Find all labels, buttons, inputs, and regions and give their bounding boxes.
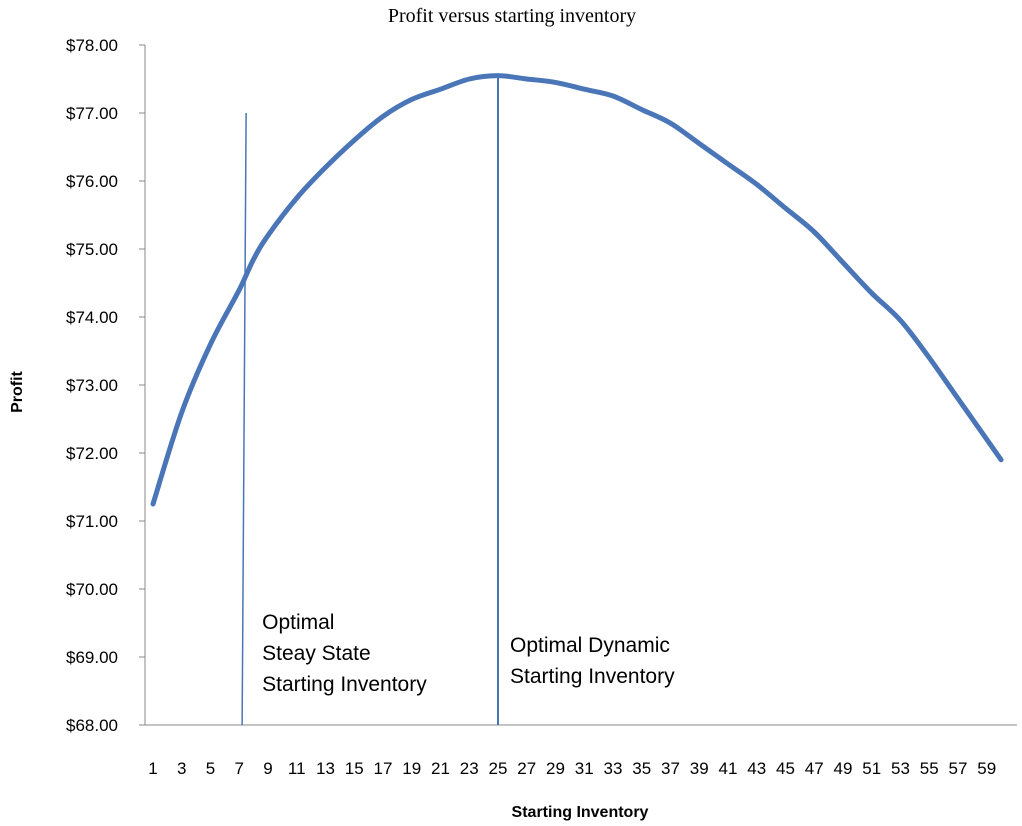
reference-vline: [241, 112, 247, 726]
x-tick-label: 53: [891, 759, 910, 778]
y-tick-label: $70.00: [66, 580, 118, 599]
reference-annotation: Optimal Dynamic: [510, 634, 670, 657]
chart-title: Profit versus starting inventory: [388, 5, 636, 27]
y-tick-label: $68.00: [66, 716, 118, 735]
x-tick-label: 27: [517, 759, 536, 778]
x-tick-label: 21: [431, 759, 450, 778]
x-tick-label: 31: [575, 759, 594, 778]
y-tick-label: $74.00: [66, 308, 118, 327]
x-tick-label: 43: [747, 759, 766, 778]
y-axis-ticks: $68.00 $69.00 $70.00 $71.00 $72.00 $73.00 $74.…: [66, 36, 145, 735]
reference-annotation: Steay State: [262, 642, 371, 665]
x-tick-label: 37: [661, 759, 680, 778]
x-tick-label: 59: [977, 759, 996, 778]
x-tick-label: 51: [862, 759, 881, 778]
x-axis-ticks: 1 3 5 7 9 11 13 15 17 19 21 23 25 27 29 31 33 35 37 39 41 43 4…: [148, 759, 996, 778]
x-tick-label: 5: [206, 759, 215, 778]
x-tick-label: 11: [288, 759, 306, 778]
x-tick-label: 49: [834, 759, 853, 778]
y-tick-label: $77.00: [66, 104, 118, 123]
y-tick-label: $76.00: [66, 172, 118, 191]
y-tick-label: $69.00: [66, 648, 118, 667]
x-tick-label: 45: [776, 759, 795, 778]
x-tick-label: 23: [460, 759, 479, 778]
x-tick-label: 33: [604, 759, 623, 778]
x-tick-label: 41: [719, 759, 738, 778]
y-tick-label: $75.00: [66, 240, 118, 259]
x-tick-label: 47: [805, 759, 824, 778]
y-tick-label: $78.00: [66, 36, 118, 55]
reference-annotation: Starting Inventory: [262, 673, 427, 696]
x-tick-label: 15: [345, 759, 364, 778]
reference-lines: Optimal Steay State Starting Inventory Opti…: [241, 75, 675, 726]
x-tick-label: 55: [920, 759, 939, 778]
x-tick-label: 25: [489, 759, 508, 778]
x-tick-label: 35: [632, 759, 651, 778]
x-tick-label: 3: [177, 759, 186, 778]
y-tick-label: $72.00: [66, 444, 118, 463]
x-tick-label: 1: [148, 759, 157, 778]
x-tick-label: 29: [546, 759, 565, 778]
y-axis-label: Profit: [9, 370, 26, 412]
x-tick-label: 7: [235, 759, 244, 778]
x-tick-label: 9: [263, 759, 272, 778]
profit-series-line: [150, 73, 1004, 507]
x-tick-label: 17: [374, 759, 393, 778]
x-tick-label: 19: [402, 759, 421, 778]
x-tick-label: 57: [949, 759, 968, 778]
reference-annotation: Optimal: [262, 611, 334, 634]
y-tick-label: $73.00: [66, 376, 118, 395]
x-axis-label: Starting Inventory: [512, 804, 649, 821]
x-tick-label: 39: [690, 759, 709, 778]
y-tick-label: $71.00: [66, 512, 118, 531]
x-tick-label: 13: [316, 759, 335, 778]
reference-annotation: Starting Inventory: [510, 665, 675, 688]
